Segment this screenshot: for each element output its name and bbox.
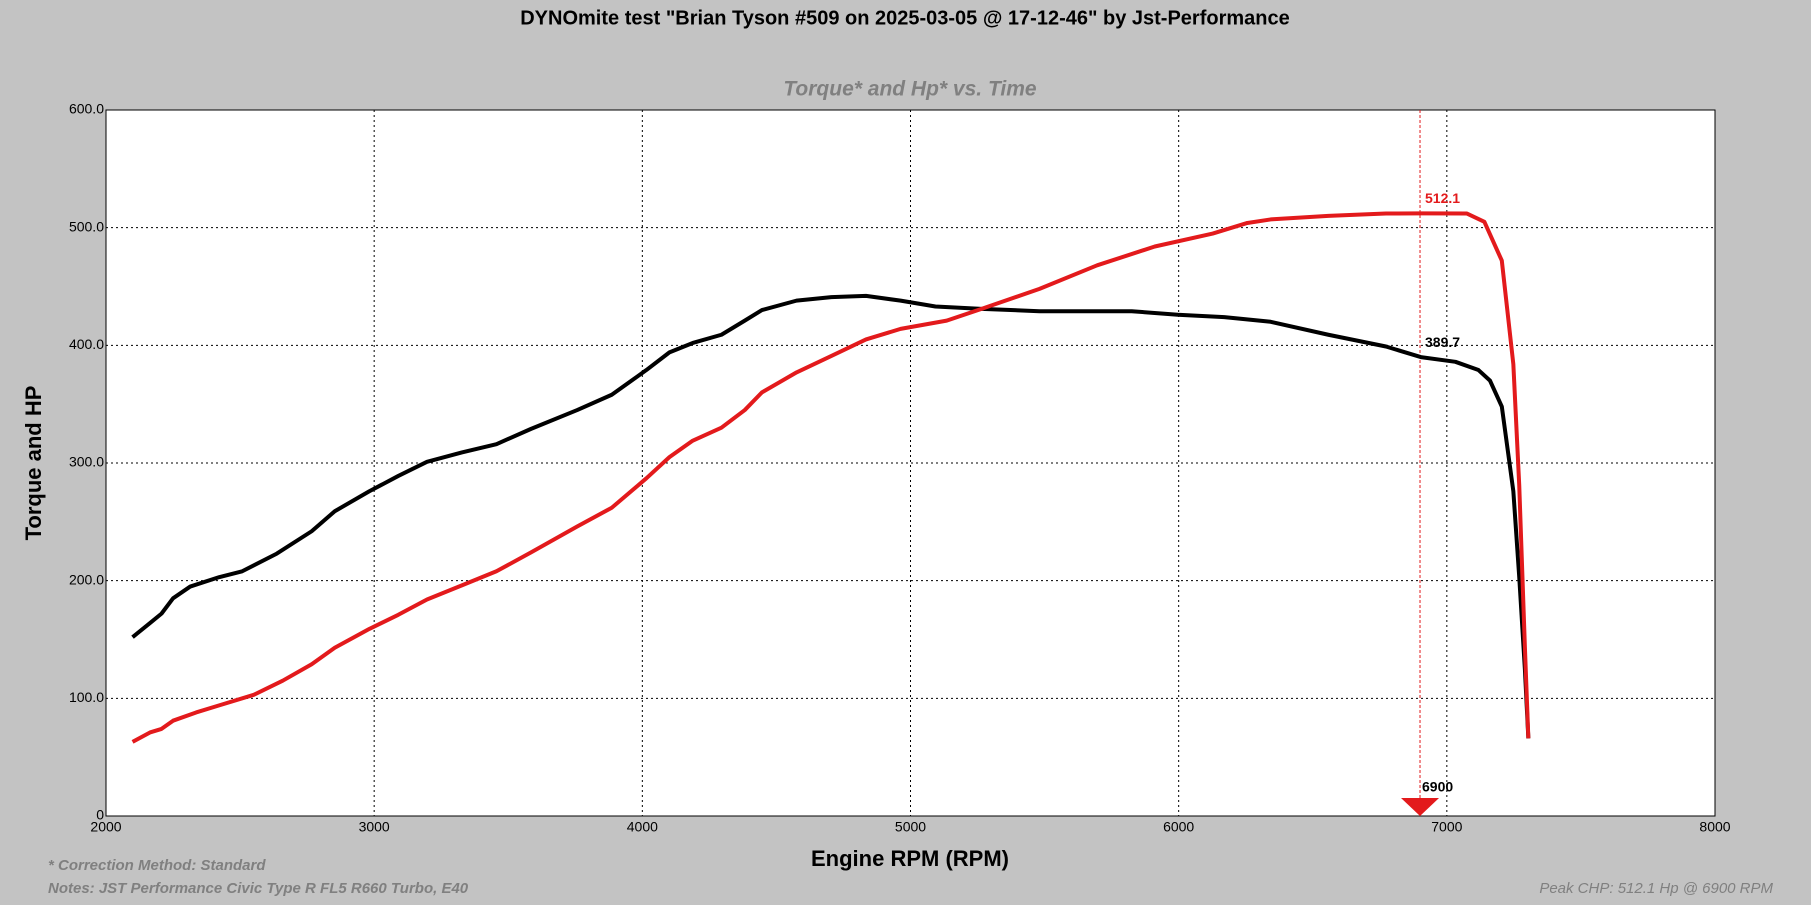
- chart-subtitle: Torque* and Hp* vs. Time: [783, 78, 1037, 101]
- x-tick-label: 5000: [895, 819, 926, 835]
- series-line: [131, 293, 1531, 739]
- y-tick-label: 300.0: [69, 454, 104, 470]
- series-line: [131, 211, 1531, 744]
- x-tick-label: 3000: [359, 819, 390, 835]
- x-tick-label: 8000: [1699, 819, 1730, 835]
- y-axis-label: Torque and HP: [21, 386, 46, 541]
- note: * Correction Method: Standard: [48, 857, 266, 874]
- y-tick-label: 400.0: [69, 336, 104, 352]
- x-tick-label: 4000: [627, 819, 658, 835]
- chart-title: DYNOmite test "Brian Tyson #509 on 2025-…: [520, 7, 1290, 29]
- annotation: 389.7: [1425, 334, 1460, 350]
- y-tick-label: 0: [96, 807, 104, 823]
- x-tick-label: 2000: [90, 819, 121, 835]
- annotation: 512.1: [1425, 190, 1460, 206]
- cursor-label: 6900: [1422, 779, 1453, 795]
- y-tick-label: 100.0: [69, 689, 104, 705]
- y-tick-label: 600.0: [69, 101, 104, 117]
- peak-note: Peak CHP: 512.1 Hp @ 6900 RPM: [1539, 880, 1773, 897]
- y-tick-label: 200.0: [69, 571, 104, 587]
- x-tick-label: 6000: [1163, 819, 1194, 835]
- cursor-marker: [1401, 798, 1440, 816]
- y-tick-label: 500.0: [69, 218, 104, 234]
- note: Notes: JST Performance Civic Type R FL5 …: [48, 880, 469, 897]
- x-axis-label: Engine RPM (RPM): [811, 846, 1009, 871]
- x-tick-label: 7000: [1431, 819, 1462, 835]
